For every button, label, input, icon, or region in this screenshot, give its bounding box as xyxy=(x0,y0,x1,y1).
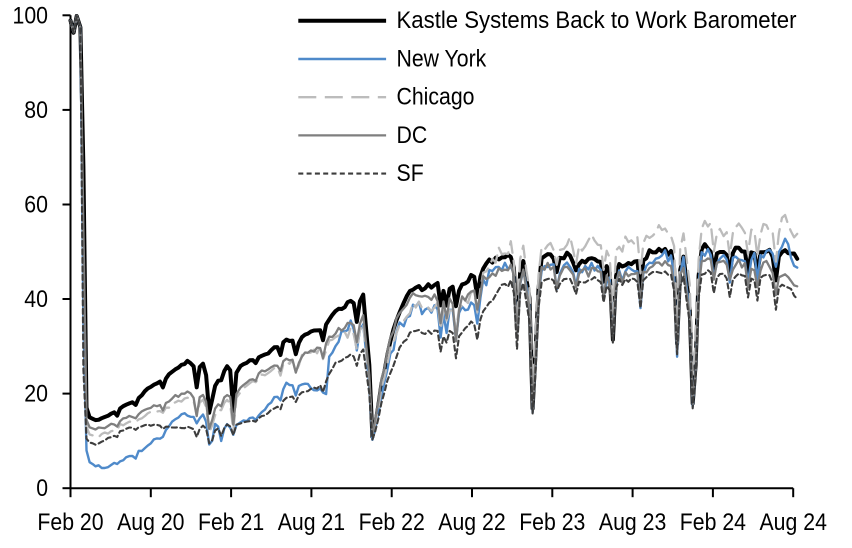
svg-text:Feb 23: Feb 23 xyxy=(519,509,585,536)
svg-text:DC: DC xyxy=(397,122,428,149)
svg-text:Feb 21: Feb 21 xyxy=(198,509,264,536)
svg-text:60: 60 xyxy=(24,192,48,219)
svg-text:Feb 24: Feb 24 xyxy=(680,509,746,536)
svg-text:Aug 23: Aug 23 xyxy=(599,509,666,536)
svg-text:Aug 21: Aug 21 xyxy=(278,509,345,536)
svg-text:0: 0 xyxy=(36,475,48,502)
svg-text:Aug 24: Aug 24 xyxy=(760,509,827,536)
svg-text:Feb 20: Feb 20 xyxy=(37,509,103,536)
svg-text:Chicago: Chicago xyxy=(397,84,475,111)
svg-text:80: 80 xyxy=(24,97,48,124)
svg-text:40: 40 xyxy=(24,286,48,313)
svg-text:Feb 22: Feb 22 xyxy=(359,509,425,536)
svg-text:New York: New York xyxy=(397,45,488,72)
svg-text:SF: SF xyxy=(397,160,424,187)
svg-text:100: 100 xyxy=(13,2,49,29)
svg-text:Aug 20: Aug 20 xyxy=(117,509,184,536)
svg-text:Aug 22: Aug 22 xyxy=(438,509,505,536)
svg-text:Kastle Systems Back to Work Ba: Kastle Systems Back to Work Barometer xyxy=(397,7,797,34)
svg-text:20: 20 xyxy=(24,381,48,408)
